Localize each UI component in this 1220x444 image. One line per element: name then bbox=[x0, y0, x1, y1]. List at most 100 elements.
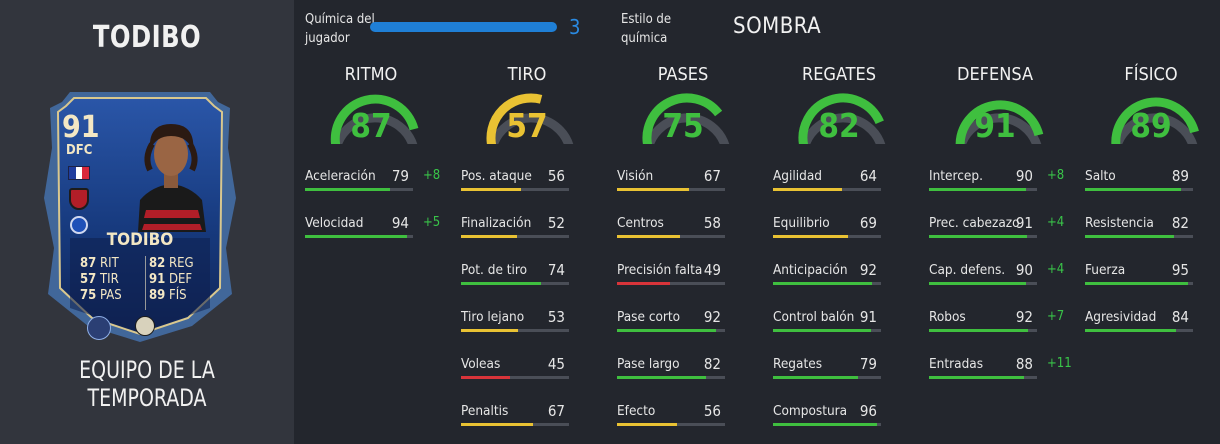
gauge-track bbox=[488, 113, 574, 144]
stat-bar bbox=[617, 282, 725, 285]
stat-bar bbox=[617, 423, 725, 426]
rating-gauge: 87 bbox=[305, 88, 437, 150]
stat-value: 89 bbox=[1171, 167, 1189, 185]
stat-value: 49 bbox=[703, 261, 721, 279]
stat-bar-fill bbox=[929, 376, 1025, 379]
stat-value: 90 bbox=[1015, 167, 1033, 185]
stat-label: Control balón bbox=[773, 309, 855, 325]
stat-bar-fill bbox=[929, 329, 1029, 332]
stat-boost: +4 bbox=[1047, 215, 1065, 230]
stat-label: Finalización bbox=[461, 215, 532, 231]
stat-row: Pot. de tiro 74 bbox=[461, 261, 621, 292]
chemistry-label: Química del jugador bbox=[305, 12, 375, 46]
stat-bar-fill bbox=[1085, 235, 1174, 238]
stat-bar-fill bbox=[773, 423, 877, 426]
gauge-track bbox=[332, 113, 418, 144]
card-stat: 87 RIT bbox=[80, 256, 119, 271]
stat-bar-fill bbox=[461, 376, 510, 379]
stat-label: Visión bbox=[617, 168, 654, 184]
stat-bar-fill bbox=[773, 376, 859, 379]
stat-row: Precisión falta 49 bbox=[617, 261, 777, 292]
card-name: TODIBO bbox=[106, 230, 174, 250]
player-card[interactable]: 91 DFC TODIBO 87 RIT 82 REG 57 TIR 91 DE… bbox=[42, 88, 238, 344]
stat-row: Aceleración 79 +8 bbox=[305, 167, 465, 198]
stat-bar bbox=[1085, 282, 1193, 285]
stat-label: Fuerza bbox=[1085, 262, 1126, 278]
stat-bar bbox=[461, 188, 569, 191]
stat-bar bbox=[617, 329, 725, 332]
team-label: EQUIPO DE LA TEMPORADA bbox=[79, 356, 215, 412]
stat-value: 53 bbox=[547, 308, 565, 326]
stat-boost: +11 bbox=[1047, 356, 1072, 371]
stat-boost: +7 bbox=[1047, 309, 1065, 324]
stat-bar-fill bbox=[1085, 188, 1182, 191]
stat-row: Robos 92 +7 bbox=[929, 308, 1089, 339]
rating-gauge: 82 bbox=[773, 88, 905, 150]
stat-bar-fill bbox=[617, 282, 670, 285]
stat-row: Cap. defens. 90 +4 bbox=[929, 261, 1089, 292]
stat-value: 58 bbox=[703, 214, 721, 232]
stat-row: Centros 58 bbox=[617, 214, 777, 245]
gauge-fill bbox=[486, 93, 543, 144]
chem-style-value[interactable]: SOMBRA bbox=[733, 14, 822, 39]
stat-row: Pase largo 82 bbox=[617, 355, 777, 386]
column-title: PASES bbox=[657, 64, 709, 85]
column-title: TIRO bbox=[507, 64, 547, 85]
stat-bar bbox=[929, 235, 1037, 238]
stat-label: Anticipación bbox=[773, 262, 848, 278]
rating-gauge: 57 bbox=[461, 88, 593, 150]
stat-value: 82 bbox=[1171, 214, 1189, 232]
stat-value: 74 bbox=[547, 261, 565, 279]
stat-boost: +8 bbox=[1047, 168, 1065, 183]
stat-bar bbox=[773, 188, 881, 191]
stat-bar bbox=[461, 235, 569, 238]
stat-value: 92 bbox=[859, 261, 877, 279]
stat-row: Equilibrio 69 bbox=[773, 214, 933, 245]
stat-row: Agilidad 64 bbox=[773, 167, 933, 198]
stat-row: Tiro lejano 53 bbox=[461, 308, 621, 339]
stat-boost: +5 bbox=[423, 215, 441, 230]
column-tiro: TIRO 57 Pos. ataque 56 Finalización 52 Pot. de… bbox=[461, 64, 593, 426]
gauge-fill bbox=[642, 93, 723, 144]
stat-value: 88 bbox=[1015, 355, 1033, 373]
stat-row: Fuerza 95 bbox=[1085, 261, 1220, 292]
card-position: DFC bbox=[66, 143, 93, 158]
stat-row: Pos. ataque 56 bbox=[461, 167, 621, 198]
stat-bar-fill bbox=[461, 188, 522, 191]
stat-row: Agresividad 84 bbox=[1085, 308, 1220, 339]
stat-label: Pase corto bbox=[617, 309, 681, 325]
club-badge-icon bbox=[69, 188, 89, 210]
stat-value: 67 bbox=[547, 402, 565, 420]
stat-bar-fill bbox=[461, 329, 519, 332]
stat-label: Aceleración bbox=[305, 168, 376, 184]
stat-bar-fill bbox=[929, 282, 1027, 285]
stat-bar bbox=[773, 423, 881, 426]
stat-row: Compostura 96 bbox=[773, 402, 933, 433]
card-rating: 91 bbox=[62, 110, 100, 145]
stat-value: 79 bbox=[391, 167, 409, 185]
stat-label: Pos. ataque bbox=[461, 168, 532, 184]
chem-style-icon bbox=[135, 316, 155, 336]
column-title: REGATES bbox=[801, 64, 877, 85]
stat-label: Agilidad bbox=[773, 168, 823, 184]
stat-value: 92 bbox=[703, 308, 721, 326]
stat-label: Velocidad bbox=[305, 215, 364, 231]
stat-bar-fill bbox=[929, 235, 1028, 238]
stat-row: Penaltis 67 bbox=[461, 402, 621, 433]
gauge-value: 91 bbox=[974, 106, 1016, 145]
rating-gauge: 91 bbox=[929, 88, 1061, 150]
card-stat: 82 REG bbox=[149, 256, 194, 271]
stat-bar-fill bbox=[461, 282, 541, 285]
stat-row: Finalización 52 bbox=[461, 214, 621, 245]
rating-gauge: 89 bbox=[1085, 88, 1217, 150]
column-regates: REGATES 82 Agilidad 64 Equilibrio 69 Anticipac… bbox=[773, 64, 905, 426]
stat-bar-fill bbox=[773, 282, 873, 285]
card-stat: 91 DEF bbox=[149, 272, 193, 287]
stat-label: Entradas bbox=[929, 356, 984, 372]
stat-row: Intercep. 90 +8 bbox=[929, 167, 1089, 198]
stat-value: 96 bbox=[859, 402, 877, 420]
stat-label: Regates bbox=[773, 356, 823, 372]
stat-bar bbox=[929, 329, 1037, 332]
stat-bar bbox=[461, 282, 569, 285]
stat-value: 91 bbox=[859, 308, 877, 326]
